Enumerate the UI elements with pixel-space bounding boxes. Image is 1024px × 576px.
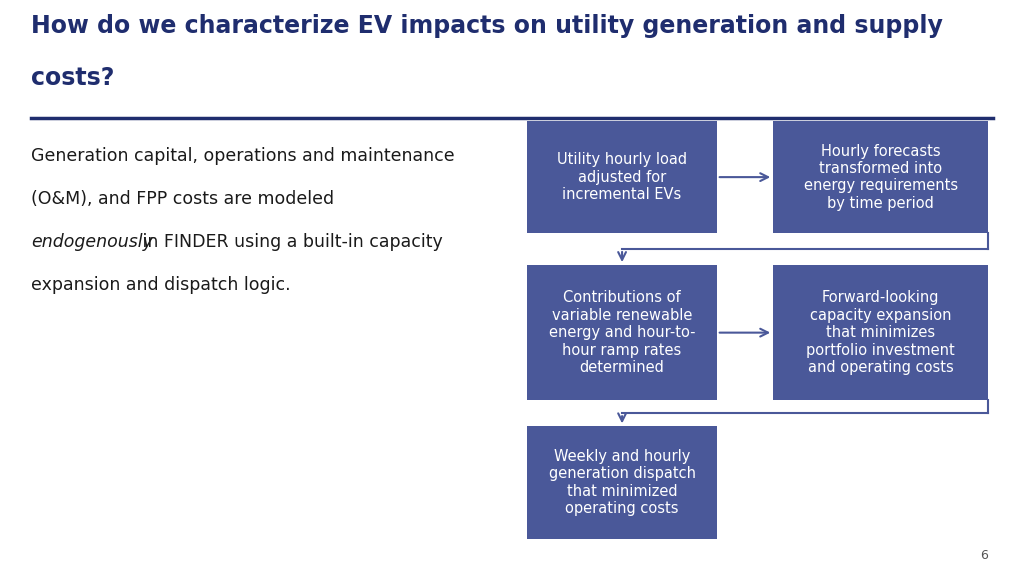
Text: Hourly forecasts
transformed into
energy requirements
by time period: Hourly forecasts transformed into energy… xyxy=(804,143,957,211)
FancyBboxPatch shape xyxy=(773,121,988,233)
Text: Weekly and hourly
generation dispatch
that minimized
operating costs: Weekly and hourly generation dispatch th… xyxy=(549,449,695,516)
FancyBboxPatch shape xyxy=(527,426,717,539)
Text: (O&M), and FPP costs are modeled: (O&M), and FPP costs are modeled xyxy=(31,190,334,208)
FancyBboxPatch shape xyxy=(527,265,717,400)
Text: in FINDER using a built-in capacity: in FINDER using a built-in capacity xyxy=(137,233,443,251)
Text: 6: 6 xyxy=(980,548,988,562)
Text: Forward-looking
capacity expansion
that minimizes
portfolio investment
and opera: Forward-looking capacity expansion that … xyxy=(806,290,955,375)
FancyBboxPatch shape xyxy=(527,121,717,233)
Text: Contributions of
variable renewable
energy and hour-to-
hour ramp rates
determin: Contributions of variable renewable ener… xyxy=(549,290,695,375)
Text: endogenously: endogenously xyxy=(31,233,153,251)
Text: How do we characterize EV impacts on utility generation and supply: How do we characterize EV impacts on uti… xyxy=(31,14,943,39)
FancyBboxPatch shape xyxy=(773,265,988,400)
Text: costs?: costs? xyxy=(31,66,114,90)
Text: Utility hourly load
adjusted for
incremental EVs: Utility hourly load adjusted for increme… xyxy=(557,152,687,202)
Text: expansion and dispatch logic.: expansion and dispatch logic. xyxy=(31,276,291,294)
Text: Generation capital, operations and maintenance: Generation capital, operations and maint… xyxy=(31,147,455,165)
